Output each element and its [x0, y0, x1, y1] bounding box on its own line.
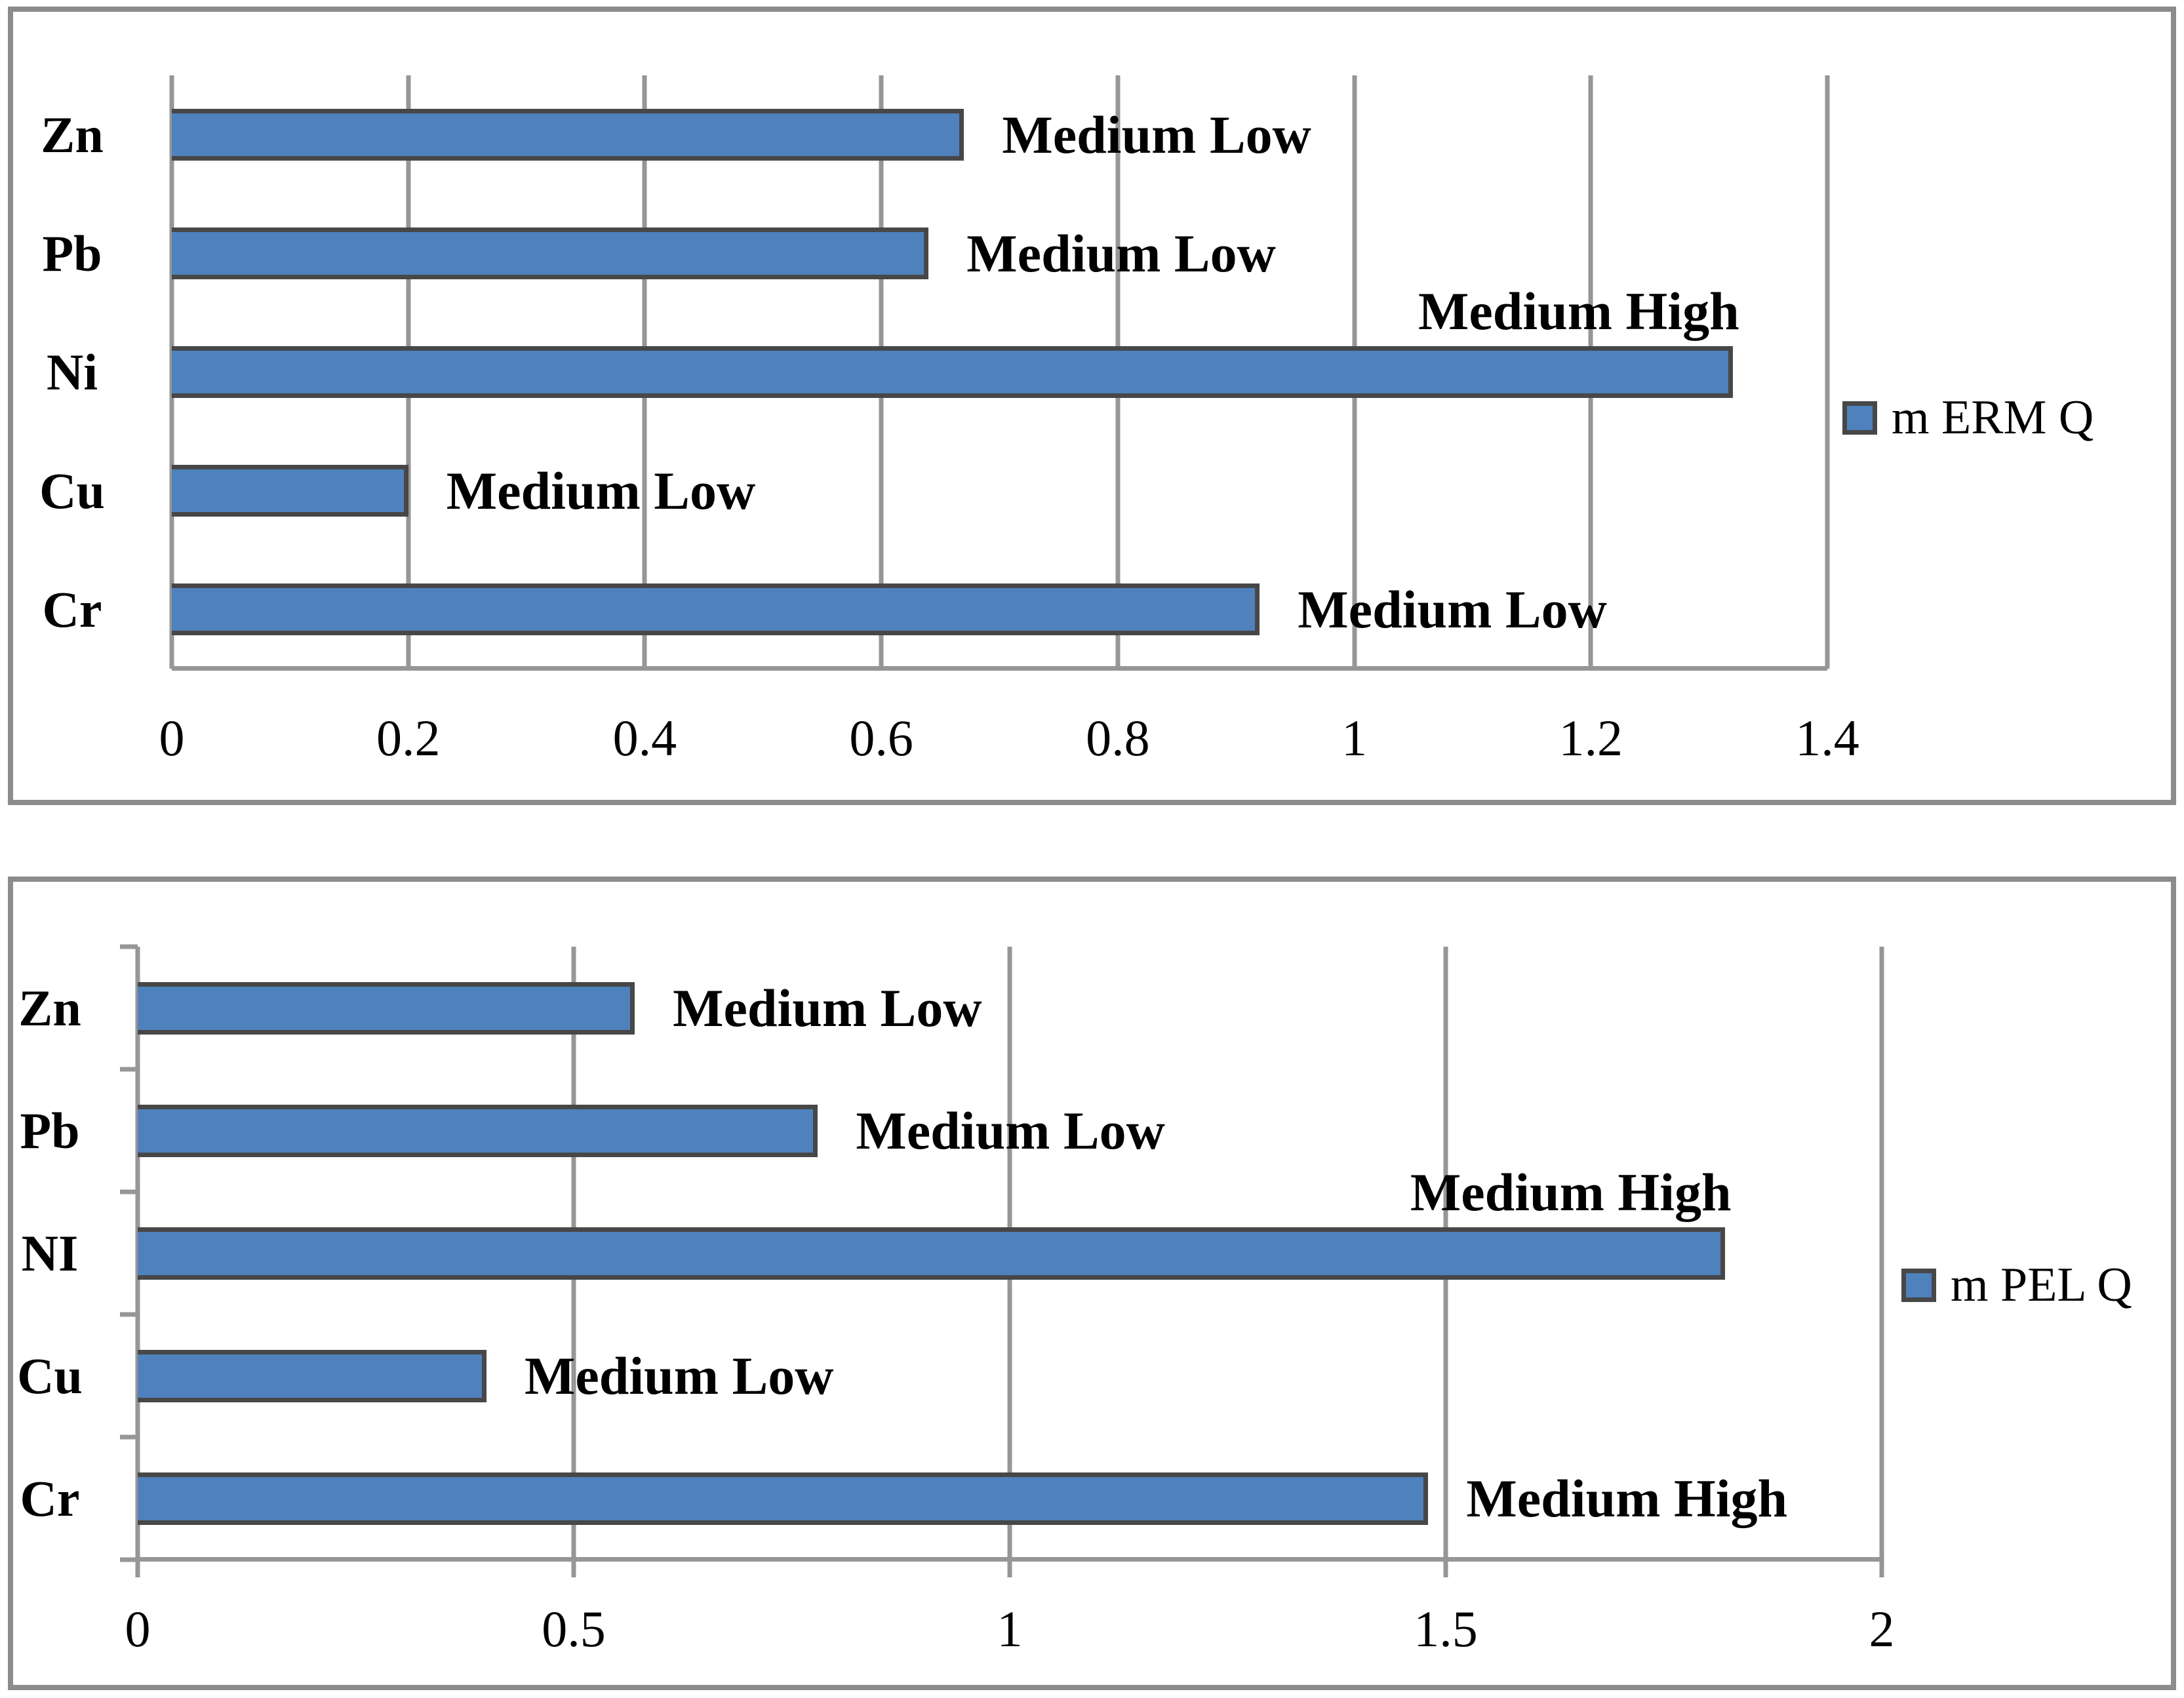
x-axis-tick — [135, 1560, 140, 1577]
chart-m-erm-q: Medium Low Medium Low Medium High Medium Lo… — [8, 7, 2176, 805]
x-tick-label: 0.6 — [849, 709, 913, 766]
legend-pel: m PEL Q — [1901, 1261, 2132, 1309]
gridline — [1879, 947, 1884, 1560]
x-tick-label: 1 — [997, 1600, 1023, 1657]
x-axis-tick — [571, 1560, 576, 1577]
legend-label: m ERM Q — [1892, 391, 2094, 444]
y-axis-tick — [120, 1557, 138, 1562]
category-label-Zn: Zn — [41, 106, 104, 163]
x-tick-label: 0.4 — [612, 709, 677, 766]
x-tick-label: 0.5 — [542, 1600, 606, 1657]
bar-Cu — [138, 1349, 486, 1402]
plot-area-erm: Medium Low Medium Low Medium High Medium Lo… — [169, 75, 1830, 671]
bar-Ni — [172, 346, 1733, 398]
category-label-NI: NI — [21, 1224, 79, 1282]
x-axis-line — [172, 666, 1827, 671]
x-axis-line — [138, 1557, 1882, 1562]
bar-Pb — [138, 1104, 818, 1157]
category-label-Pb: Pb — [42, 224, 102, 282]
bar-Zn — [172, 109, 964, 161]
x-axis-tick — [1443, 1560, 1448, 1577]
annotation-Cu: Medium Low — [446, 460, 756, 521]
annotation-Pb: Medium Low — [856, 1100, 1165, 1160]
category-label-Cu: Cu — [39, 462, 105, 519]
chart-m-pel-q: Medium Low Medium Low Medium High Medium Lo… — [8, 877, 2176, 1690]
annotation-Cr: Medium High — [1466, 1468, 1788, 1528]
annotation-Cu: Medium Low — [525, 1345, 834, 1406]
bar-Cu — [172, 465, 408, 517]
category-label-Pb: Pb — [20, 1101, 80, 1159]
category-label-Cr: Cr — [42, 580, 102, 638]
category-label-Cu: Cu — [17, 1347, 83, 1404]
x-tick-label: 1 — [1341, 709, 1368, 766]
annotation-NI: Medium High — [1410, 1162, 1732, 1222]
legend-label: m PEL Q — [1951, 1258, 2132, 1312]
bar-Cr — [138, 1472, 1429, 1525]
y-axis-tick — [120, 1312, 138, 1317]
legend-marker-swatch — [1842, 401, 1877, 435]
category-label-Zn: Zn — [18, 979, 81, 1037]
bar-NI — [138, 1227, 1725, 1280]
bar-Cr — [172, 583, 1260, 635]
annotation-Zn: Medium Low — [673, 977, 982, 1038]
annotation-Zn: Medium Low — [1002, 104, 1311, 165]
legend-marker-swatch — [1901, 1268, 1936, 1302]
x-tick-label: 1.2 — [1559, 709, 1623, 766]
x-axis-tick — [1007, 1560, 1012, 1577]
annotation-Ni: Medium High — [1418, 281, 1739, 341]
bar-Pb — [172, 227, 929, 279]
gridline — [1825, 75, 1830, 669]
x-tick-label: 0 — [125, 1600, 151, 1657]
x-tick-label: 0.8 — [1086, 709, 1150, 766]
annotation-Cr: Medium Low — [1298, 579, 1607, 639]
legend-erm: m ERM Q — [1842, 393, 2094, 442]
x-tick-label: 1.4 — [1795, 709, 1859, 766]
y-axis-tick — [120, 1067, 138, 1072]
y-axis-tick — [120, 1434, 138, 1440]
x-tick-label: 1.5 — [1414, 1600, 1478, 1657]
x-axis-tick — [1879, 1560, 1884, 1577]
category-label-Ni: Ni — [47, 343, 98, 401]
y-axis-tick — [120, 944, 138, 949]
x-tick-label: 0.2 — [376, 709, 441, 766]
plot-area-pel: Medium Low Medium Low Medium High Medium Lo… — [120, 944, 1884, 1577]
x-tick-label: 2 — [1869, 1600, 1895, 1657]
annotation-Pb: Medium Low — [966, 223, 1276, 283]
category-label-Cr: Cr — [20, 1469, 80, 1527]
bar-Zn — [138, 981, 635, 1035]
y-axis-tick — [120, 1189, 138, 1195]
x-tick-label: 0 — [159, 709, 185, 766]
